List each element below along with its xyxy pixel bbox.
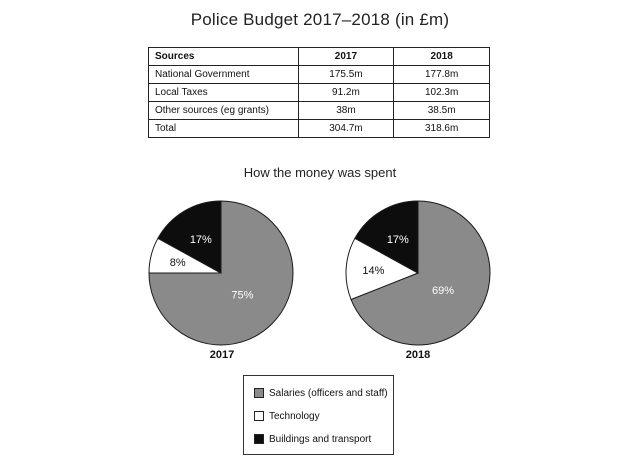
table-cell: 175.5m: [297, 65, 395, 84]
table-cell: 38.5m: [393, 101, 490, 120]
table-cell: Other sources (eg grants): [148, 101, 299, 120]
table-cell: Local Taxes: [148, 83, 299, 102]
table-cell: Total: [148, 119, 299, 138]
legend-item-technology: Technology: [254, 411, 320, 423]
table-cell: 304.7m: [297, 119, 395, 138]
table-header-cell: 2018: [393, 47, 490, 66]
pie-data-label-salaries: 75%: [231, 289, 253, 301]
pie-chart-2018: 69% 14% 17%: [345, 200, 491, 346]
chart-title: Police Budget 2017–2018 (in £m): [190, 10, 450, 29]
pie-title-2017: 2017: [209, 349, 235, 361]
table-header-cell: Sources: [148, 47, 299, 66]
pie-slice-buildings: [354, 200, 419, 274]
legend-item-buildings: Buildings and transport: [254, 434, 371, 446]
pie-title-2018: 2018: [405, 349, 431, 361]
table-cell: National Government: [148, 65, 299, 84]
legend-item-salaries: Salaries (officers and staff): [254, 388, 388, 400]
legend: Salaries (officers and staff) Technology…: [243, 375, 394, 455]
pie-data-label-technology: 14%: [362, 265, 384, 277]
pie-slice-salaries: [350, 200, 491, 346]
table-cell: 91.2m: [297, 83, 395, 102]
pie-data-label-buildings: 17%: [190, 234, 212, 246]
table-cell: 318.6m: [393, 119, 490, 138]
table-row: Local Taxes 91.2m 102.3m: [148, 83, 490, 102]
legend-swatch-salaries: [254, 388, 264, 399]
legend-swatch-technology: [254, 411, 264, 422]
pie-slice-buildings: [157, 200, 222, 274]
table-header-cell: 2017: [297, 47, 395, 66]
budget-table: Sources 2017 2018 National Government 17…: [148, 47, 490, 138]
table-row: Total 304.7m 318.6m: [148, 119, 490, 138]
table-row: National Government 175.5m 177.8m: [148, 65, 490, 84]
legend-label: Buildings and transport: [269, 434, 372, 445]
table-cell: 177.8m: [393, 65, 490, 84]
table-cell: 38m: [297, 101, 395, 120]
pie-data-label-technology: 8%: [170, 257, 186, 269]
table-cell: 102.3m: [393, 83, 490, 102]
pie-chart-2017: 75% 8% 17%: [148, 200, 294, 346]
table-header-row: Sources 2017 2018: [148, 47, 490, 66]
pie-slice-technology: [345, 237, 420, 301]
legend-label: Salaries (officers and staff): [269, 388, 388, 399]
pie-data-label-salaries: 69%: [432, 285, 454, 297]
legend-label: Technology: [269, 411, 320, 422]
legend-swatch-buildings: [254, 434, 264, 445]
pie-data-label-buildings: 17%: [387, 234, 409, 246]
table-row: Other sources (eg grants) 38m 38.5m: [148, 101, 490, 120]
chart-subtitle: How the money was spent: [243, 165, 397, 180]
